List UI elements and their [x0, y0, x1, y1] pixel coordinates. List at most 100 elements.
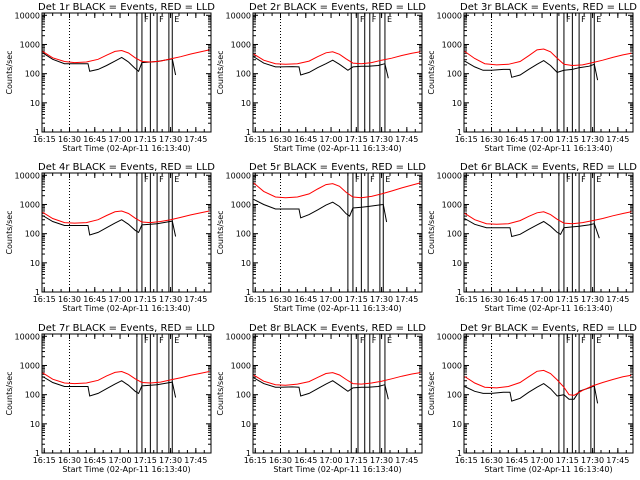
x-tick-label: 17:15	[134, 295, 157, 304]
y-tick-label: 10	[452, 99, 462, 108]
flag-label: E	[174, 175, 179, 184]
y-tick-label: 10000	[437, 171, 462, 180]
y-tick-label: 100	[236, 70, 251, 79]
y-axis-label: Counts/sec	[216, 371, 225, 415]
y-tick-label: 1	[246, 449, 251, 458]
x-tick-label: 16:30	[480, 456, 503, 465]
x-tick-label: 16:30	[480, 135, 503, 144]
events-series-line	[464, 218, 600, 239]
y-tick-label: 10	[241, 259, 251, 268]
y-tick-label: 1	[246, 288, 251, 297]
y-tick-label: 10000	[15, 332, 40, 341]
y-tick-label: 10000	[15, 171, 40, 180]
y-tick-label: 10	[452, 259, 462, 268]
events-series-line	[253, 377, 389, 400]
y-tick-label: 100	[447, 391, 462, 400]
flag-label: F	[581, 15, 586, 24]
x-tick-label: 17:00	[109, 135, 132, 144]
y-tick-label: 10	[452, 420, 462, 429]
x-axis-label: Start Time (02-Apr-11 16:13:40)	[484, 465, 612, 474]
x-tick-label: 17:30	[581, 456, 604, 465]
x-tick-label: 17:30	[370, 135, 393, 144]
x-tick-label: 16:15	[244, 456, 267, 465]
y-tick-label: 10	[30, 259, 40, 268]
y-tick-label: 100	[25, 70, 40, 79]
flag-label: F	[159, 15, 164, 24]
plot-frame	[41, 333, 212, 454]
x-tick-label: 16:15	[244, 295, 267, 304]
y-tick-label: 10	[241, 99, 251, 108]
y-tick-label: 10000	[437, 11, 462, 20]
panel-title: Det 9r BLACK = Events, RED = LLD	[460, 323, 637, 334]
lld-series-line	[253, 51, 421, 65]
x-tick-label: 17:30	[581, 135, 604, 144]
y-axis-label: Counts/sec	[216, 210, 225, 254]
x-tick-label: 17:30	[370, 456, 393, 465]
y-axis-label: Counts/sec	[5, 371, 14, 415]
y-tick-label: 10000	[15, 11, 40, 20]
flag-label: F	[581, 336, 586, 345]
flag-label: F	[581, 175, 586, 184]
y-axis-label: Counts/sec	[216, 50, 225, 94]
x-tick-label: 16:30	[480, 295, 503, 304]
panel-title: Det 8r BLACK = Events, RED = LLD	[249, 323, 426, 334]
plot-frame	[41, 172, 212, 293]
lld-series-line	[464, 48, 632, 67]
y-axis-label: Counts/sec	[427, 50, 436, 94]
panel: Det 3r BLACK = Events, RED = LLD 1 10 100 10…	[427, 2, 637, 153]
x-tick-label: 17:00	[320, 135, 343, 144]
flag-label: F	[355, 175, 360, 184]
x-tick-label: 17:00	[531, 456, 554, 465]
lld-series-line	[253, 182, 421, 199]
y-axis-label: Counts/sec	[5, 210, 14, 254]
x-tick-label: 16:15	[244, 135, 267, 144]
panel: Det 8r BLACK = Events, RED = LLD 1 10 100 10…	[216, 323, 426, 474]
plot-frame	[252, 12, 423, 133]
x-tick-label: 17:45	[184, 456, 207, 465]
panel-title: Det 5r BLACK = Events, RED = LLD	[249, 162, 426, 173]
y-tick-label: 1000	[442, 200, 462, 209]
y-tick-label: 10000	[226, 11, 251, 20]
lld-series-line	[464, 369, 632, 396]
y-tick-label: 1	[457, 288, 462, 297]
x-tick-label: 17:15	[134, 456, 157, 465]
x-tick-label: 16:45	[505, 295, 528, 304]
events-series-line	[253, 198, 388, 223]
y-axis-label: Counts/sec	[5, 50, 14, 94]
x-tick-label: 17:15	[345, 456, 368, 465]
y-tick-label: 10000	[437, 332, 462, 341]
x-tick-label: 16:15	[455, 295, 478, 304]
plot-frame	[41, 12, 212, 133]
flag-label: E	[385, 175, 390, 184]
flag-label: E	[174, 15, 179, 24]
x-tick-label: 16:45	[505, 456, 528, 465]
x-tick-label: 16:30	[269, 456, 292, 465]
x-tick-label: 17:15	[556, 456, 579, 465]
x-tick-label: 16:45	[83, 456, 106, 465]
y-tick-label: 100	[25, 391, 40, 400]
y-tick-label: 1000	[20, 361, 40, 370]
x-tick-label: 17:15	[556, 295, 579, 304]
plot-frame	[252, 333, 423, 454]
panel-title: Det 6r BLACK = Events, RED = LLD	[460, 162, 637, 173]
lld-series-line	[253, 372, 421, 386]
x-tick-label: 16:30	[58, 135, 81, 144]
flag-label: F	[159, 336, 164, 345]
x-tick-label: 16:30	[58, 456, 81, 465]
y-tick-label: 1	[457, 128, 462, 137]
x-tick-label: 17:15	[345, 295, 368, 304]
x-tick-label: 17:00	[531, 295, 554, 304]
panel: Det 7r BLACK = Events, RED = LLD 1 10 100 10…	[5, 323, 215, 474]
events-series-line	[42, 52, 177, 76]
events-series-line	[42, 376, 177, 398]
x-tick-label: 17:00	[109, 295, 132, 304]
y-tick-label: 1	[35, 288, 40, 297]
y-tick-label: 100	[447, 70, 462, 79]
flag-label: F	[360, 15, 365, 24]
plot-frame	[463, 172, 634, 293]
x-tick-label: 17:45	[606, 456, 629, 465]
lld-series-line	[464, 211, 632, 225]
x-axis-label: Start Time (02-Apr-11 16:13:40)	[273, 465, 401, 474]
x-tick-label: 16:45	[83, 135, 106, 144]
panel-title: Det 2r BLACK = Events, RED = LLD	[249, 2, 426, 13]
